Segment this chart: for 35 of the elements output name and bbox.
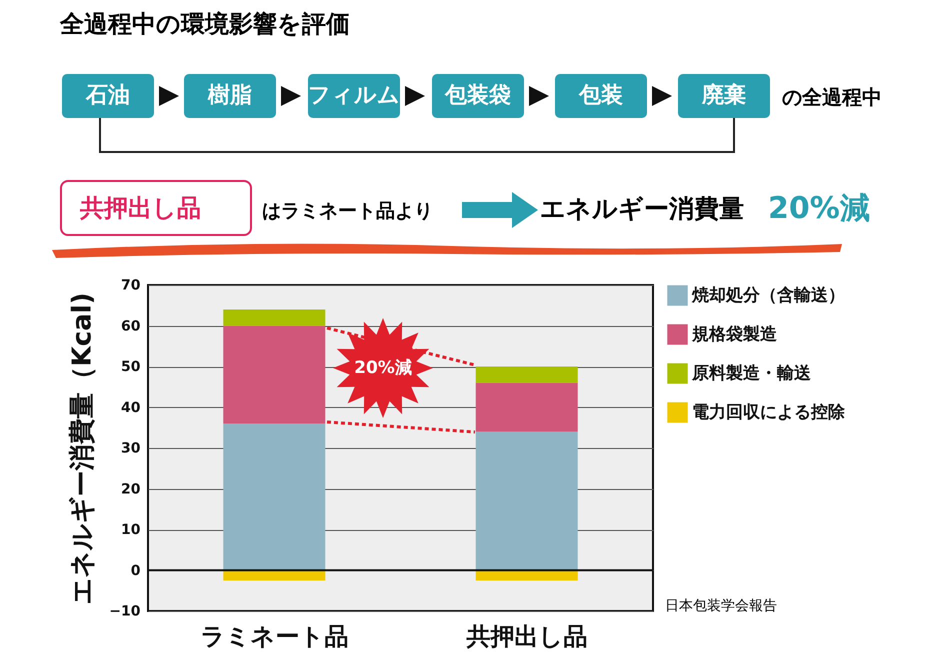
chart-title: 全過程中の環境影響を評価 xyxy=(60,9,350,40)
text: 包装袋 xyxy=(432,74,524,118)
bar xyxy=(223,309,326,326)
x-tick-label: ラミネート品 xyxy=(200,622,348,650)
legend-label: 原料製造・輸送 xyxy=(691,364,811,384)
text: 石油 xyxy=(62,74,154,118)
legend-label: 電力回収による控除 xyxy=(692,402,846,422)
text: はラミネート品より xyxy=(262,199,433,224)
text: 包装 xyxy=(555,74,647,118)
text: 日本包装学会報告 xyxy=(665,597,777,615)
annotation: 20%減 xyxy=(353,357,413,379)
text: 樹脂 xyxy=(184,74,276,118)
text: 共押出し品 xyxy=(80,193,201,224)
text: エネルギー消費量 xyxy=(540,193,744,225)
y-tick-label: 60 xyxy=(121,318,141,334)
text: 20%減 xyxy=(768,190,870,228)
bar xyxy=(223,424,326,570)
y-tick-label: 30 xyxy=(121,440,141,456)
text: の全過程中 xyxy=(782,84,882,111)
bar xyxy=(476,366,578,383)
y-tick-label: −10 xyxy=(109,604,141,620)
bar xyxy=(476,432,578,570)
y-tick-label: 20 xyxy=(121,481,141,498)
y-tick-label: 50 xyxy=(121,359,141,375)
y-tick-label: 40 xyxy=(121,400,141,416)
y-tick-label: 70 xyxy=(121,278,141,294)
legend-label: 焼却処分（含輸送） xyxy=(691,286,845,306)
bar xyxy=(476,382,578,432)
text: フィルム xyxy=(308,74,400,118)
legend-label: 規格袋製造 xyxy=(691,324,777,344)
bar xyxy=(223,326,326,424)
y-axis-title: エネルギー消費量（Kcal) xyxy=(67,292,98,604)
y-tick-label: 0 xyxy=(130,562,141,579)
text: 廃棄 xyxy=(678,74,770,118)
y-tick-label: 10 xyxy=(121,522,141,538)
